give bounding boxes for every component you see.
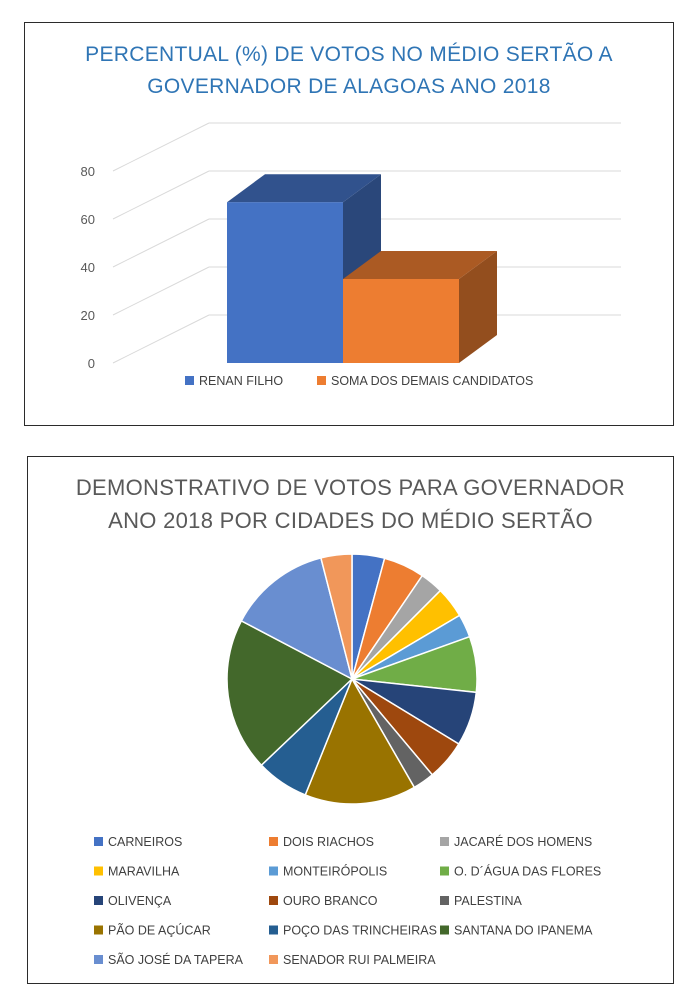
- pie-slice-10: [304, 677, 416, 805]
- legend-swatch: [94, 925, 103, 935]
- gridline-depth: [112, 170, 210, 220]
- pie-slice-12: [226, 619, 354, 767]
- bar-side-face: [459, 251, 497, 363]
- bar-chart-panel: PERCENTUAL (%) DE VOTOS NO MÉDIO SERTÃO …: [24, 22, 674, 426]
- legend-label: SENADOR RUI PALMEIRA: [283, 953, 436, 967]
- gridline-depth: [112, 266, 210, 316]
- legend-label: SOMA DOS DEMAIS CANDIDATOS: [331, 374, 533, 388]
- y-tick-label: 40: [81, 260, 95, 275]
- y-tick-label: 60: [81, 212, 95, 227]
- legend-label: JACARÉ DOS HOMENS: [454, 834, 592, 849]
- bar-chart-title-line-1: PERCENTUAL (%) DE VOTOS NO MÉDIO SERTÃO …: [85, 43, 613, 66]
- pie-chart-plot: CARNEIROS DOIS RIACHOS JACARÉ DOS HOMENS MA…: [94, 553, 601, 967]
- y-tick-label: 20: [81, 308, 95, 323]
- legend-swatch: [317, 376, 326, 385]
- legend-swatch: [269, 896, 278, 905]
- pie-chart-panel: DEMONSTRATIVO DE VOTOS PARA GOVERNADOR A…: [27, 456, 674, 984]
- pie-chart-title-line-2: ANO 2018 POR CIDADES DO MÉDIO SERTÃO: [108, 508, 593, 533]
- legend-label: POÇO DAS TRINCHEIRAS: [283, 924, 437, 938]
- y-tick-label: 0: [88, 356, 95, 371]
- legend-label: SÃO JOSÉ DA TAPERA: [108, 952, 244, 967]
- pie-slice-14: [320, 553, 353, 680]
- legend-label: OLIVENÇA: [108, 894, 172, 908]
- legend-swatch: [440, 925, 449, 935]
- legend-swatch: [269, 866, 278, 876]
- bar-front-face: [227, 202, 343, 363]
- bar-chart-plot: 0 20 40 60 80 RENAN FILHO SOMA DOS DEMAIS CAND…: [81, 122, 621, 388]
- legend-label: RENAN FILHO: [199, 374, 283, 388]
- legend-label: PALESTINA: [454, 894, 523, 908]
- legend-label: DOIS RIACHOS: [283, 835, 374, 849]
- legend-label: SANTANA DO IPANEMA: [454, 924, 593, 938]
- legend-swatch: [94, 866, 103, 876]
- pie-chart-title-line-1: DEMONSTRATIVO DE VOTOS PARA GOVERNADOR: [75, 475, 626, 500]
- gridline-depth: [112, 122, 210, 172]
- bar-front-face: [343, 279, 459, 363]
- legend-label: PÃO DE AÇÚCAR: [108, 923, 211, 938]
- bar-chart-title: PERCENTUAL (%) DE VOTOS NO MÉDIO SERTÃO …: [25, 39, 673, 103]
- gridline-depth: [112, 314, 210, 364]
- legend-swatch: [440, 896, 449, 905]
- bar-top-face: [343, 251, 497, 279]
- bar-top-face: [227, 174, 381, 203]
- y-tick-label: 80: [81, 164, 95, 179]
- legend-swatch: [269, 925, 278, 935]
- pie-chart-title: DEMONSTRATIVO DE VOTOS PARA GOVERNADOR A…: [28, 471, 673, 537]
- gridline-depth: [112, 218, 210, 268]
- legend-swatch: [185, 376, 194, 385]
- legend-swatch: [440, 866, 449, 876]
- legend-label: MARAVILHA: [108, 865, 180, 879]
- legend-swatch: [440, 837, 449, 846]
- pie-slice-13: [240, 557, 354, 681]
- legend-swatch: [269, 955, 278, 964]
- bar-2: [343, 251, 497, 363]
- legend-label: O. D´ÁGUA DAS FLORES: [454, 864, 601, 879]
- legend-label: OURO BRANCO: [283, 894, 378, 908]
- bar-chart-title-line-2: GOVERNADOR DE ALAGOAS ANO 2018: [147, 75, 551, 98]
- legend-swatch: [94, 896, 103, 905]
- legend-swatch: [94, 837, 103, 846]
- legend-swatch: [269, 837, 278, 846]
- legend-label: MONTEIRÓPOLIS: [283, 864, 387, 879]
- legend-label: CARNEIROS: [108, 835, 182, 849]
- legend-swatch: [94, 955, 103, 964]
